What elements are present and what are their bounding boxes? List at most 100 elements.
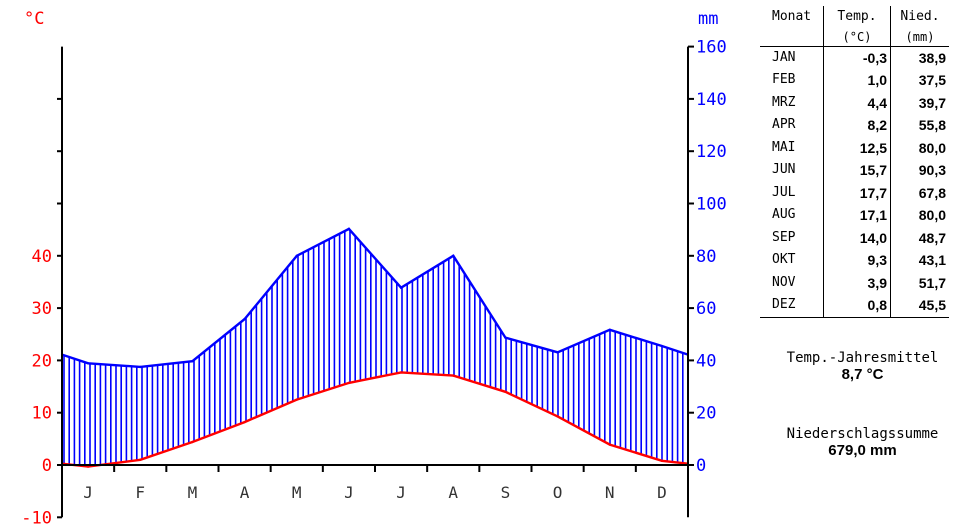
- row-precip: 55,8: [918, 117, 946, 133]
- row-month: SEP: [760, 226, 824, 249]
- precip-point: [660, 344, 664, 348]
- row-month: MRZ: [760, 91, 824, 114]
- row-temp: 9,3: [823, 249, 891, 272]
- temp-tick-label: -10: [21, 508, 52, 527]
- month-label: A: [448, 483, 458, 502]
- climate-table: Monat Temp. Nied. (°C) (mm) JAN -0,3 38,9 F…: [760, 6, 949, 318]
- temp-tick-label: 10: [32, 404, 52, 424]
- precip-summary: Niederschlagssumme 679,0 mm: [760, 426, 965, 459]
- row-month: JUL: [760, 181, 824, 204]
- precip-tick-label: 120: [696, 142, 727, 162]
- row-temp: 3,9: [823, 271, 891, 294]
- precip-point: [191, 359, 194, 363]
- table-row: DEZ 0,8 45,5: [760, 294, 949, 318]
- header-temp-unit: (°C): [823, 28, 891, 47]
- month-label: M: [292, 483, 302, 502]
- row-temp: 12,5: [823, 136, 891, 159]
- temp-point: [452, 374, 455, 377]
- temp-point: [295, 398, 298, 401]
- precip-sum-value: 679,0 mm: [828, 442, 897, 459]
- precip-line: [61, 227, 689, 369]
- precip-sum-label: Niederschlagssumme: [786, 426, 939, 442]
- temp-point: [504, 390, 507, 393]
- temp-summary: Temp.-Jahresmittel 8,7 °C: [760, 350, 965, 383]
- table-row: JAN -0,3 38,9: [760, 46, 949, 69]
- row-precip: 45,5: [890, 294, 949, 318]
- row-precip: 37,5: [918, 72, 946, 88]
- temp-tick-label: 20: [32, 351, 52, 371]
- temp-point: [347, 381, 351, 385]
- temp-unit-label: °C: [24, 9, 44, 29]
- table-row: FEB 1,0 37,5: [760, 69, 949, 92]
- precip-point: [139, 365, 142, 369]
- header-temp: Temp.: [823, 6, 891, 29]
- header-precip-unit: (mm): [890, 28, 949, 47]
- month-label: A: [240, 483, 250, 502]
- precip-point: [452, 254, 455, 257]
- row-month: JUN: [760, 159, 824, 182]
- precip-point: [608, 328, 611, 332]
- table-row: SEP 14,0 48,7: [760, 226, 949, 249]
- precip-tick-label: 140: [696, 90, 727, 110]
- temp-point: [243, 420, 246, 424]
- month-label: F: [135, 483, 145, 502]
- precip-unit-label: mm: [698, 9, 718, 29]
- row-temp: 17,1: [823, 204, 891, 227]
- table-row: NOV 3,9 51,7: [760, 271, 949, 294]
- temp-tick-label: 30: [32, 299, 52, 319]
- header-precip: Nied.: [900, 9, 940, 24]
- precip-tick-label: 60: [696, 299, 716, 319]
- table-row: MAI 12,5 80,0: [760, 136, 949, 159]
- temp-point: [191, 440, 194, 444]
- row-month: AUG: [760, 204, 824, 227]
- row-month: DEZ: [760, 294, 824, 318]
- row-precip: 48,7: [918, 229, 946, 246]
- precip-point: [243, 317, 246, 321]
- precip-tick-label: 100: [696, 195, 727, 215]
- table-row: OKT 9,3 43,1: [760, 249, 949, 272]
- table-row: MRZ 4,4 39,7: [760, 91, 949, 114]
- precip-point: [556, 351, 559, 354]
- month-label: J: [396, 483, 406, 502]
- temp-mean-value: 8,7 °C: [841, 366, 884, 383]
- temp-point: [139, 458, 142, 461]
- precip-tick-label: 40: [696, 351, 716, 371]
- precip-point: [504, 336, 507, 339]
- precipitation-hatch: [63, 228, 684, 467]
- table-row: JUL 17,7 67,8: [760, 181, 949, 204]
- row-month: MAI: [760, 136, 824, 159]
- row-temp: 17,7: [823, 181, 891, 204]
- row-month: JAN: [760, 46, 824, 69]
- row-temp: 4,4: [823, 91, 891, 114]
- row-precip: 39,7: [918, 94, 946, 111]
- month-label: J: [344, 483, 354, 502]
- precip-tick-label: 80: [696, 247, 716, 267]
- row-precip: 80,0: [918, 207, 946, 223]
- row-precip: 43,1: [918, 252, 946, 268]
- temp-point: [399, 371, 403, 374]
- row-precip: 80,0: [918, 139, 946, 156]
- row-month: APR: [760, 114, 824, 137]
- month-label: S: [501, 483, 511, 502]
- row-temp: 0,8: [823, 294, 891, 318]
- temp-point: [608, 443, 611, 446]
- month-label: N: [605, 483, 615, 502]
- temp-tick-label: 40: [32, 247, 52, 267]
- month-label: O: [553, 483, 563, 502]
- temp-tick-label: 0: [42, 456, 52, 476]
- row-temp: 15,7: [823, 159, 891, 182]
- temp-point: [556, 415, 559, 418]
- temp-point: [660, 459, 664, 463]
- precip-point: [295, 254, 298, 257]
- temp-mean-label: Temp.-Jahresmittel: [786, 350, 939, 366]
- month-label: D: [657, 483, 667, 502]
- row-month: OKT: [760, 249, 824, 272]
- precip-tick-label: 0: [696, 456, 706, 476]
- row-precip: 38,9: [918, 49, 946, 66]
- row-temp: 1,0: [823, 69, 891, 92]
- precip-tick-label: 160: [696, 38, 727, 58]
- precip-point: [399, 286, 403, 289]
- month-label: J: [83, 483, 93, 502]
- precip-point: [86, 362, 90, 365]
